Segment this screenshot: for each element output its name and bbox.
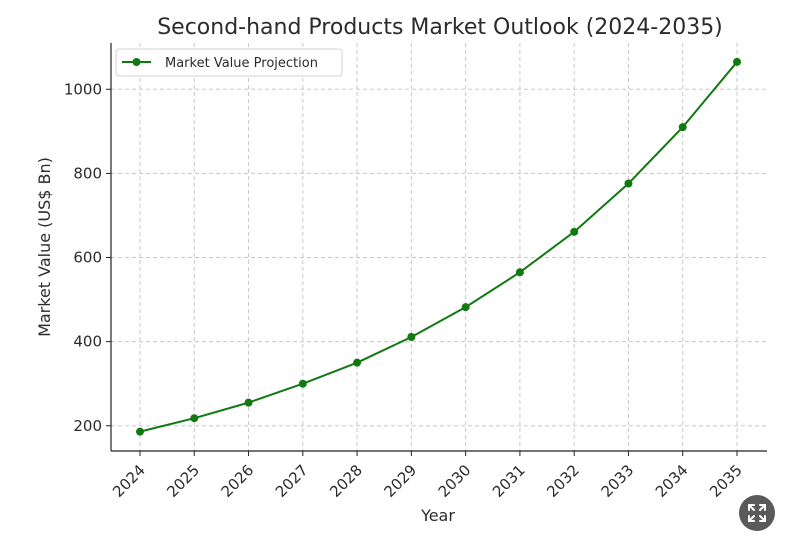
data-point (515, 268, 524, 277)
x-tick-label: 2024 (109, 461, 149, 501)
data-point (298, 379, 307, 388)
legend: Market Value Projection (115, 48, 343, 77)
data-point (407, 333, 416, 342)
data-point (624, 179, 633, 188)
grid (111, 43, 767, 451)
x-tick-label: 2028 (326, 461, 366, 501)
x-tick-label: 2029 (380, 461, 420, 501)
series-line (139, 61, 738, 433)
x-tick-label: 2034 (652, 461, 692, 501)
x-tick-label: 2027 (272, 461, 312, 501)
y-tick-label: 800 (73, 164, 102, 182)
chart-title: Second-hand Products Market Outlook (202… (157, 15, 723, 40)
series-layer (136, 57, 741, 436)
y-tick-label: 200 (73, 417, 102, 435)
x-axis-label: Year (420, 506, 455, 525)
data-point (190, 414, 199, 423)
legend-entry-label: Market Value Projection (165, 56, 318, 71)
data-point (570, 227, 579, 236)
expand-button[interactable] (739, 495, 775, 531)
data-point (461, 303, 470, 312)
y-tick-label: 400 (73, 333, 102, 351)
x-tick-label: 2026 (218, 461, 258, 501)
tick-labels: 200 400 600 800 1000 2024 2025 2026 2027 2028 2029… (64, 80, 746, 501)
y-tick-label: 600 (73, 249, 102, 267)
x-tick-label: 2030 (435, 461, 475, 501)
legend-box (115, 48, 343, 77)
y-tick-label: 1000 (64, 80, 102, 98)
y-axis-label: Market Value (US$ Bn) (35, 157, 54, 337)
data-point (136, 427, 144, 436)
x-tick-label: 2025 (163, 461, 203, 501)
legend-marker-swatch (132, 58, 141, 66)
expand-icon (748, 504, 766, 522)
data-point (678, 123, 687, 132)
axes (110, 43, 767, 452)
data-point (244, 398, 253, 407)
data-point (353, 358, 362, 367)
data-point (733, 57, 741, 66)
x-tick-label: 2033 (598, 461, 638, 501)
x-tick-label: 2031 (489, 461, 529, 501)
x-tick-label: 2032 (543, 461, 583, 501)
